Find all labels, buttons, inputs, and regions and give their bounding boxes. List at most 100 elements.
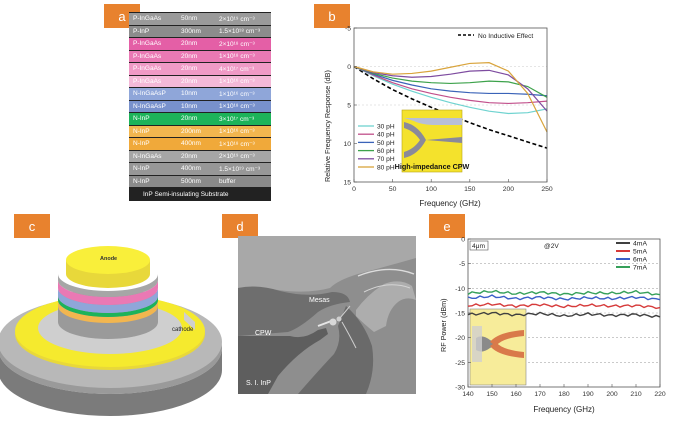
- sem-mesas-label: Mesas: [309, 297, 330, 304]
- legend-entry: 7mA: [633, 265, 647, 272]
- frequency-response-chart: 0 50 100 150 200 250 -5 0 5 10 15 Relative Frequen…: [323, 26, 553, 209]
- legend-entry: 4mA: [633, 241, 647, 248]
- x-axis-label: Frequency (GHz): [419, 199, 481, 208]
- layer-row: N-InGaAs 20nm 2×10¹⁹ cm⁻³: [129, 150, 271, 163]
- layer-row: P-InGaAs 20nm 4×10¹⁷ cm⁻³: [129, 63, 271, 75]
- layer-thickness: 200nm: [181, 127, 201, 135]
- x-tick-label: 200: [503, 186, 515, 193]
- series-line-1: [353, 65, 548, 115]
- layer-doping: 1×10¹⁸ cm⁻³: [219, 140, 255, 148]
- layer-doping: 1×10¹⁸ cm⁻³: [219, 103, 255, 111]
- series-line-0: [353, 65, 548, 149]
- y-axis-label: Relative Frequency Response (dB): [323, 70, 332, 182]
- panel-label-d: d: [222, 214, 258, 238]
- layer-thickness: 20nm: [181, 52, 198, 60]
- layer-row: N-InP 200nm 1×10¹⁶ cm⁻³: [129, 125, 271, 138]
- y-axis-label: RF Power (dBm): [439, 298, 448, 352]
- annotation-box: [469, 240, 489, 251]
- layer-thickness: 10nm: [181, 90, 198, 98]
- series-line-1: [467, 302, 661, 310]
- annotation-width: 4μm: [472, 243, 485, 250]
- rf-power-chart: 140 150 160 170 180 190 200 210 220 -30 -25 -20 -15 -…: [439, 237, 666, 415]
- legend-entry: 80 pH: [377, 164, 395, 171]
- legend-entry: 60 pH: [377, 148, 395, 155]
- x-tick-label: 150: [486, 391, 498, 398]
- x-tick-label: 160: [510, 391, 522, 398]
- cathode-label: cathode: [172, 327, 194, 333]
- layer-material: N-InGaAsP: [133, 102, 166, 110]
- legend-entry: 40 pH: [377, 132, 395, 139]
- layer-material: P-InP: [133, 27, 150, 35]
- substrate-row: InP Semi-insulating Substrate: [129, 189, 271, 201]
- y-tick-label: 0: [347, 64, 351, 71]
- annotation-bias: @2V: [544, 243, 559, 250]
- layer-thickness: 300nm: [181, 27, 201, 35]
- layer-material: P-InGaAs: [133, 40, 162, 48]
- y-tick-label: 10: [343, 141, 351, 148]
- series-line-6: [353, 62, 548, 133]
- layer-material: N-InP: [133, 165, 150, 173]
- layer-row: N-InP 500nm buffer: [129, 175, 271, 188]
- layer-thickness: 50nm: [181, 15, 198, 23]
- layer-thickness: 20nm: [181, 77, 198, 85]
- series-line-5: [353, 65, 548, 112]
- x-tick-label: 200: [606, 391, 618, 398]
- x-tick-label: 180: [558, 391, 570, 398]
- layer-material: N-InGaAsP: [133, 90, 166, 98]
- sem-cpw-label: CPW: [255, 330, 272, 337]
- x-tick-label: 140: [462, 391, 474, 398]
- series-line-3: [467, 289, 661, 296]
- y-tick-label: 5: [347, 103, 351, 110]
- y-tick-label: -15: [455, 311, 465, 318]
- legend-entry: 5mA: [633, 249, 647, 256]
- y-tick-label: -5: [459, 261, 465, 268]
- x-tick-label: 250: [541, 186, 553, 193]
- panel-label-e: e: [429, 214, 465, 238]
- y-tick-label: -25: [455, 360, 465, 367]
- layer-doping: buffer: [219, 177, 236, 185]
- layer-doping: 1×10¹⁶ cm⁻³: [219, 128, 255, 136]
- substrate-label: InP Semi-insulating Substrate: [143, 191, 229, 199]
- layer-material: N-InP: [133, 140, 150, 148]
- layer-row: N-InGaAsP 10nm 1×10¹⁶ cm⁻³: [129, 88, 271, 100]
- layer-row: N-InGaAsP 10nm 1×10¹⁸ cm⁻³: [129, 100, 271, 113]
- x-tick-label: 50: [389, 186, 397, 193]
- series-line-4: [353, 65, 548, 98]
- layer-doping: 1.5×10¹⁸ cm⁻³: [219, 28, 261, 36]
- y-tick-label: 0: [461, 237, 465, 244]
- layer-row: N-InP 20nm 3×10¹⁷ cm⁻³: [129, 113, 271, 125]
- layer-material: P-InGaAs: [133, 65, 162, 73]
- panel-label-b: b: [314, 4, 350, 28]
- y-tick-label: -30: [455, 385, 465, 392]
- layer-row: N-InP 400nm 1×10¹⁸ cm⁻³: [129, 138, 271, 150]
- y-tick-label: -20: [455, 335, 465, 342]
- layer-thickness: 400nm: [181, 165, 201, 173]
- layer-doping: 2×10¹⁹ cm⁻³: [219, 153, 255, 161]
- layer-doping: 3×10¹⁷ cm⁻³: [219, 115, 255, 123]
- layer-material: N-InP: [133, 127, 150, 135]
- layer-row: P-InGaAs 20nm 1×10¹⁸ cm⁻³: [129, 50, 271, 63]
- layer-thickness: 20nm: [181, 115, 198, 123]
- cpw-inset: [401, 109, 463, 173]
- series-line-2: [353, 65, 548, 105]
- layer-row: P-InGaAs 20nm 2×10¹⁸ cm⁻³: [129, 38, 271, 50]
- y-tick-label: -5: [345, 26, 351, 33]
- layer-row: N-InP 400nm 1.5×10¹⁹ cm⁻³: [129, 163, 271, 175]
- layer-doping: 1×10¹⁸ cm⁻³: [219, 53, 255, 61]
- x-tick-label: 190: [582, 391, 594, 398]
- sem-substrate-label: S. I. InP: [246, 380, 271, 387]
- anode-label: Anode: [100, 256, 118, 262]
- legend-entry: 50 pH: [377, 140, 395, 147]
- layer-doping: 1.5×10¹⁹ cm⁻³: [219, 165, 261, 173]
- layer-material: N-InP: [133, 177, 150, 185]
- series-line-3: [353, 65, 548, 97]
- legend-entry: 30 pH: [377, 123, 395, 130]
- device-3d-illustration: [0, 246, 222, 416]
- x-tick-label: 220: [654, 391, 666, 398]
- inset-label: High-impedance CPW: [395, 162, 470, 171]
- layer-thickness: 20nm: [181, 65, 198, 73]
- sem-micrograph: [238, 236, 416, 394]
- layer-doping: 2×10¹⁹ cm⁻³: [219, 15, 255, 23]
- legend-no-inductive-effect: No Inductive Effect: [478, 33, 533, 40]
- layer-doping: 2×10¹⁸ cm⁻³: [219, 40, 255, 48]
